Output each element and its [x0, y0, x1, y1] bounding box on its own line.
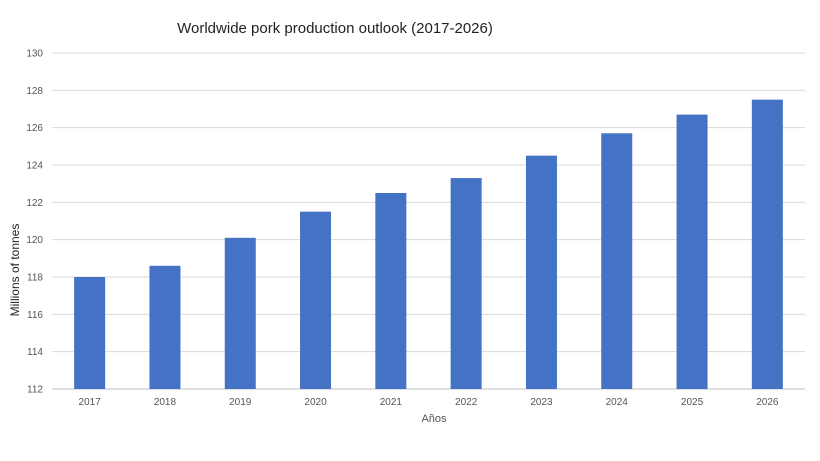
- y-tick-label: 120: [26, 235, 43, 246]
- bar-2025: [676, 114, 708, 389]
- y-tick-label: 128: [26, 86, 43, 97]
- y-tick-label: 130: [26, 49, 43, 60]
- x-tick-label: 2021: [380, 397, 403, 408]
- y-tick-label: 112: [27, 385, 43, 396]
- bar-2022: [450, 178, 482, 389]
- x-tick-label: 2024: [606, 397, 629, 408]
- bar-2023: [525, 155, 557, 389]
- bar-2019: [224, 237, 256, 389]
- x-tick-label: 2026: [756, 397, 779, 408]
- x-axis-label: Años: [421, 413, 447, 425]
- bar-2026: [751, 99, 783, 390]
- x-tick-label: 2018: [154, 397, 177, 408]
- y-tick-label: 114: [27, 347, 43, 358]
- x-tick-label: 2019: [229, 397, 252, 408]
- bar-2017: [74, 277, 106, 389]
- bar-2021: [375, 193, 407, 389]
- y-tick-label: 122: [26, 198, 43, 209]
- x-tick-label: 2022: [455, 397, 478, 408]
- y-tick-label: 124: [26, 161, 43, 172]
- bar-2020: [300, 211, 332, 389]
- x-tick-label: 2017: [79, 397, 102, 408]
- y-tick-label: 116: [27, 310, 43, 321]
- y-tick-label: 118: [27, 273, 43, 284]
- x-tick-label: 2025: [681, 397, 704, 408]
- bar-2018: [149, 265, 181, 389]
- chart-title: Worldwide pork production outlook (2017-…: [177, 20, 493, 37]
- bar-2024: [601, 133, 633, 389]
- x-tick-label: 2020: [304, 397, 327, 408]
- x-tick-label: 2023: [530, 397, 553, 408]
- y-tick-label: 126: [26, 123, 43, 134]
